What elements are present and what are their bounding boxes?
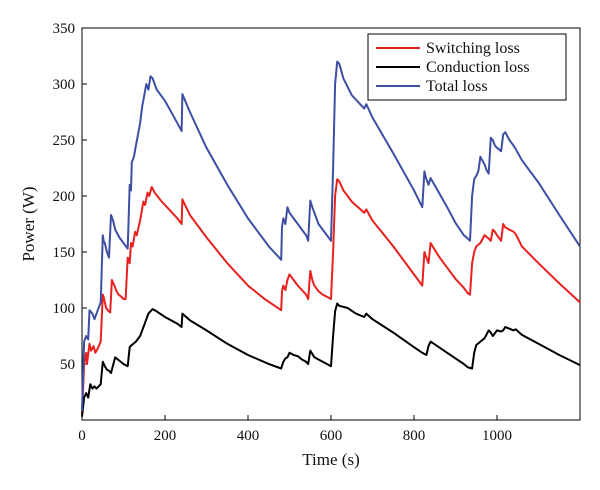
- x-tick-label: 1000: [482, 428, 512, 444]
- x-axis-ticks: 0 200 400 600 800 1000: [78, 415, 512, 444]
- y-tick-label: 100: [53, 301, 76, 317]
- series-lines: [81, 60, 581, 417]
- y-tick-label: 250: [53, 133, 76, 149]
- series-line-conduction-loss: [81, 302, 581, 417]
- legend-label-conduction-loss: Conduction loss: [426, 59, 530, 76]
- series-line-switching-loss: [81, 178, 581, 415]
- y-tick-label: 300: [53, 77, 76, 93]
- x-tick-label: 200: [154, 428, 177, 444]
- x-axis-label: Time (s): [302, 450, 359, 469]
- y-tick-label: 150: [53, 245, 76, 261]
- series-line-total-loss: [81, 60, 581, 412]
- y-tick-label: 350: [53, 21, 76, 37]
- x-tick-label: 0: [78, 428, 86, 444]
- y-axis-label: Power (W): [19, 186, 38, 261]
- y-tick-label: 50: [60, 357, 75, 373]
- legend-label-total-loss: Total loss: [426, 78, 488, 95]
- legend: Switching loss Conduction loss Total los…: [367, 33, 567, 101]
- x-tick-label: 600: [320, 428, 343, 444]
- y-tick-label: 200: [53, 189, 76, 205]
- x-tick-label: 800: [403, 428, 426, 444]
- legend-label-switching-loss: Switching loss: [426, 40, 520, 57]
- x-tick-label: 400: [237, 428, 260, 444]
- y-axis-ticks: 50 100 150 200 250 300 350: [53, 21, 87, 373]
